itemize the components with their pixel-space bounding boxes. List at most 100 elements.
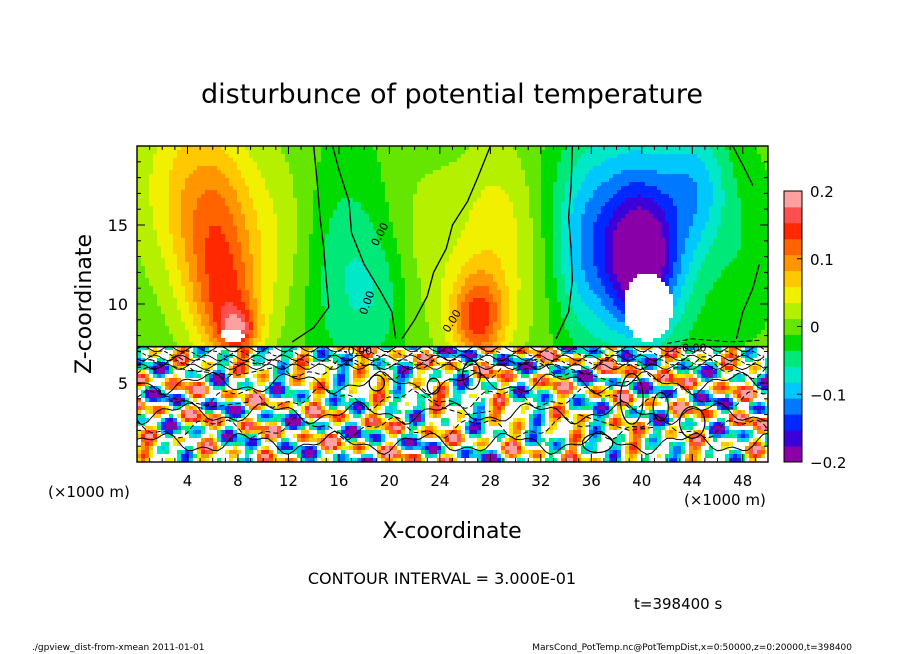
heatmap-cell <box>289 242 294 247</box>
heatmap-cell <box>381 262 386 267</box>
heatmap-cell <box>193 306 198 311</box>
heatmap-cell <box>165 154 170 159</box>
heatmap-cell <box>269 274 274 279</box>
heatmap-cell <box>369 438 374 443</box>
heatmap-cell <box>237 294 242 299</box>
heatmap-cell <box>321 314 326 319</box>
heatmap-cell <box>229 314 234 319</box>
heatmap-cell <box>145 374 150 379</box>
heatmap-cell <box>349 374 354 379</box>
heatmap-cell <box>269 434 274 439</box>
heatmap-cell <box>305 258 310 263</box>
heatmap-cell <box>229 270 234 275</box>
heatmap-cell <box>385 410 390 415</box>
heatmap-cell <box>337 374 342 379</box>
heatmap-cell <box>157 182 162 187</box>
heatmap-cell <box>269 170 274 175</box>
heatmap-cell <box>153 250 158 255</box>
heatmap-cell <box>333 246 338 251</box>
heatmap-cell <box>277 190 282 195</box>
heatmap-cell <box>209 170 214 175</box>
heatmap-cell <box>357 334 362 339</box>
heatmap-cell <box>273 390 278 395</box>
heatmap-cell <box>357 182 362 187</box>
heatmap-cell <box>301 250 306 255</box>
heatmap-cell <box>209 458 214 462</box>
heatmap-cell <box>341 214 346 219</box>
heatmap-cell <box>181 170 186 175</box>
heatmap-cell <box>341 186 346 191</box>
heatmap-cell <box>261 274 266 279</box>
heatmap-cell <box>197 246 202 251</box>
heatmap-cell <box>169 354 174 359</box>
heatmap-cell <box>281 166 286 171</box>
heatmap-cell <box>337 418 342 423</box>
heatmap-cell <box>341 426 346 431</box>
heatmap-cell <box>165 378 170 383</box>
heatmap-cell <box>209 234 214 239</box>
heatmap-cell <box>345 190 350 195</box>
heatmap-cell <box>213 406 218 411</box>
heatmap-cell <box>321 206 326 211</box>
heatmap-cell <box>373 382 378 387</box>
heatmap-cell <box>389 150 394 155</box>
heatmap-cell <box>361 390 366 395</box>
heatmap-cell <box>201 318 206 323</box>
heatmap-cell <box>213 182 218 187</box>
heatmap-cell <box>353 306 358 311</box>
heatmap-cell <box>205 334 210 339</box>
heatmap-cell <box>161 282 166 287</box>
heatmap-cell <box>261 354 266 359</box>
heatmap-cell <box>269 402 274 407</box>
heatmap-cell <box>365 414 370 419</box>
heatmap-cell <box>333 314 338 319</box>
heatmap-cell <box>237 398 242 403</box>
heatmap-cell <box>305 154 310 159</box>
heatmap-cell <box>349 286 354 291</box>
heatmap-cell <box>381 194 386 199</box>
heatmap-cell <box>225 270 230 275</box>
heatmap-cell <box>145 366 150 371</box>
heatmap-cell <box>353 334 358 339</box>
heatmap-cell <box>149 378 154 383</box>
heatmap-cell <box>209 382 214 387</box>
heatmap-cell <box>249 186 254 191</box>
heatmap-cell <box>237 358 242 363</box>
heatmap-cell <box>229 210 234 215</box>
heatmap-cell <box>193 354 198 359</box>
heatmap-cell <box>249 282 254 287</box>
heatmap-cell <box>353 398 358 403</box>
heatmap-cell <box>233 430 238 435</box>
heatmap-cell <box>217 378 222 383</box>
heatmap-cell <box>233 218 238 223</box>
heatmap-cell <box>349 430 354 435</box>
heatmap-cell <box>149 190 154 195</box>
heatmap-cell <box>317 438 322 443</box>
heatmap-cell <box>325 218 330 223</box>
heatmap-cell <box>353 314 358 319</box>
heatmap-cell <box>217 298 222 303</box>
heatmap-cell <box>233 338 238 343</box>
heatmap-cell <box>369 398 374 403</box>
heatmap-cell <box>169 194 174 199</box>
heatmap-cell <box>337 226 342 231</box>
heatmap-cell <box>345 210 350 215</box>
heatmap-cell <box>161 314 166 319</box>
heatmap-cell <box>305 274 310 279</box>
heatmap-cell <box>353 202 358 207</box>
heatmap-cell <box>273 394 278 399</box>
heatmap-cell <box>381 254 386 259</box>
heatmap-cell <box>153 194 158 199</box>
heatmap-cell <box>157 178 162 183</box>
heatmap-cell <box>289 410 294 415</box>
heatmap-cell <box>141 346 146 351</box>
heatmap-cell <box>165 346 170 351</box>
heatmap-cell <box>169 294 174 299</box>
heatmap-cell <box>257 438 262 443</box>
heatmap-cell <box>201 330 206 335</box>
heatmap-cell <box>337 362 342 367</box>
heatmap-cell <box>137 290 142 295</box>
heatmap-cell <box>257 262 262 267</box>
heatmap-cell <box>317 242 322 247</box>
heatmap-cell <box>217 414 222 419</box>
